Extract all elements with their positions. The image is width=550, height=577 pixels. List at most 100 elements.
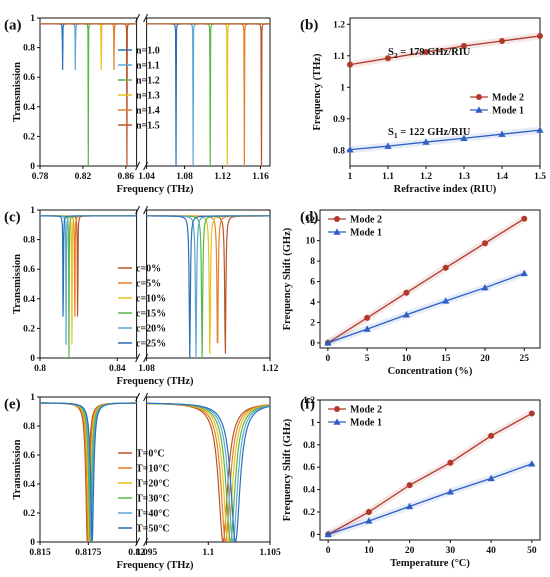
x-tick-label: 1.1 <box>382 172 394 182</box>
x-tick-label: 1.095 <box>136 548 158 558</box>
legend-entry: Mode 2 <box>350 215 382 226</box>
y-tick-label: 0.4 <box>23 480 35 490</box>
data-point <box>488 432 495 439</box>
axis-break-mark <box>135 13 141 23</box>
data-point <box>365 517 373 524</box>
x-tick-label: 1 <box>348 172 353 182</box>
y-tick-label: 0.6 <box>23 265 35 275</box>
data-point <box>402 311 411 318</box>
legend-entry: T=20°C <box>136 479 170 490</box>
legend-marker <box>334 406 340 412</box>
axis-break-mark <box>143 537 149 547</box>
data-point <box>423 49 429 56</box>
annotation-symbol: S <box>388 47 394 58</box>
data-point <box>422 138 430 145</box>
legend-entry: Mode 1 <box>350 228 382 239</box>
data-point <box>460 134 468 141</box>
data-point <box>461 43 467 50</box>
axis-break-mask <box>137 207 146 213</box>
legend-entry: c=25% <box>136 339 166 350</box>
y-tick-label: 1.2 <box>303 396 315 406</box>
x-tick-label: 1.5 <box>534 172 546 182</box>
x-axis-title: Refractive index (RIU) <box>394 184 497 195</box>
y-tick-label: 0.6 <box>23 451 35 461</box>
panel-label: (a) <box>4 18 22 34</box>
x-tick-label: 1.4 <box>496 172 508 182</box>
data-point <box>482 240 488 247</box>
data-point <box>406 502 414 510</box>
x-tick-label: 50 <box>527 546 537 556</box>
series-line-T=50°C <box>146 402 271 542</box>
legend-entry: c=15% <box>136 309 166 320</box>
panel-label: (f) <box>300 397 315 413</box>
x-tick-label: 1.2 <box>420 172 432 182</box>
legend-entry: n=1.0 <box>136 46 160 57</box>
y-tick-label: 1 <box>30 14 35 24</box>
x-tick-label: 1.3 <box>458 172 470 182</box>
legend-entry: T=0°C <box>136 449 165 460</box>
data-point <box>324 530 332 538</box>
axis-frame-segment-2 <box>146 209 271 359</box>
x-axis-title: Concentration (%) <box>388 366 473 377</box>
y-tick-label: 0 <box>30 354 35 364</box>
axis-break-mark <box>143 205 149 215</box>
axis-frame <box>349 17 541 167</box>
axis-break-mask <box>137 355 146 361</box>
y-axis-title: Transmission <box>12 439 23 499</box>
axis-break-mark <box>143 161 149 171</box>
y-tick-label: 0.8 <box>23 44 35 54</box>
x-tick-label: 0.815 <box>29 548 51 558</box>
y-axis-title: Frequency (THz) <box>312 53 323 131</box>
x-tick-label: 1.12 <box>214 172 231 182</box>
x-tick-label: 1.08 <box>176 172 193 182</box>
series-line-c=15% <box>40 215 137 358</box>
legend-entry: n=1.3 <box>136 91 160 102</box>
y-tick-label: 0 <box>310 339 315 349</box>
axis-break-mark <box>143 353 149 363</box>
data-point <box>446 488 454 495</box>
x-axis-title: Frequency (THz) <box>116 376 194 387</box>
x-axis-title: Frequency (THz) <box>116 184 194 195</box>
y-tick-label: 0.8 <box>23 422 35 432</box>
data-point <box>385 55 391 62</box>
data-point <box>498 130 506 137</box>
x-tick-label: 40 <box>486 546 496 556</box>
y-tick-label: 0.4 <box>303 486 315 496</box>
series-line-n=1.4 <box>146 23 270 166</box>
series-line-c=25% <box>40 215 137 317</box>
axis-frame-segment-2 <box>146 17 271 167</box>
axis-break-mask <box>137 15 146 21</box>
y-axis-title: Frequency Shift (GHz) <box>282 227 293 330</box>
legend-entry: T=10°C <box>136 464 170 475</box>
x-tick-label: 0.86 <box>118 172 135 182</box>
series-line-c=20% <box>40 215 137 345</box>
panel-c: 0 0.2 0.4 0.6 0.8 1 0.8 0.84 1.08 1.12 c=0% c=5% c=1… <box>12 205 279 387</box>
x-axis-title: Frequency (THz) <box>116 560 194 571</box>
x-tick-label: 25 <box>520 354 530 364</box>
x-tick-label: 1.08 <box>138 364 155 374</box>
panel-label: (e) <box>4 397 21 413</box>
data-point <box>481 284 489 291</box>
legend-entry: c=10% <box>136 294 166 305</box>
data-point <box>521 215 528 222</box>
axis-frame <box>319 399 541 541</box>
series-line-T=50°C <box>40 402 137 542</box>
panel-f: 0 0.2 0.4 0.6 0.8 1 1.2 0 10 20 30 40 50 Mode 2 Mode 1… <box>282 396 541 569</box>
y-tick-label: 0.2 <box>23 132 35 142</box>
axis-break-mask <box>137 394 146 400</box>
annotation-subscript: 1 <box>394 131 398 140</box>
data-point <box>324 339 332 346</box>
y-tick-label: 0 <box>30 162 35 172</box>
y-tick-label: 1 <box>340 83 345 93</box>
panel-b: 0.8 0.9 1 1.1 1.2 1 1.1 1.2 1.3 1.4 1.5 Mode 2 Mode … <box>312 17 546 195</box>
y-tick-label: 0 <box>310 530 315 540</box>
legend-entry: n=1.2 <box>136 76 160 87</box>
data-point <box>406 482 413 489</box>
axis-break-mark <box>135 205 141 215</box>
legend-entry: T=40°C <box>136 509 170 520</box>
y-tick-label: 12 <box>306 216 316 226</box>
legend-entry: Mode 2 <box>350 405 382 416</box>
series-line-n=1.0 <box>146 23 270 166</box>
x-tick-label: 1.12 <box>262 364 279 374</box>
data-point <box>487 474 495 482</box>
